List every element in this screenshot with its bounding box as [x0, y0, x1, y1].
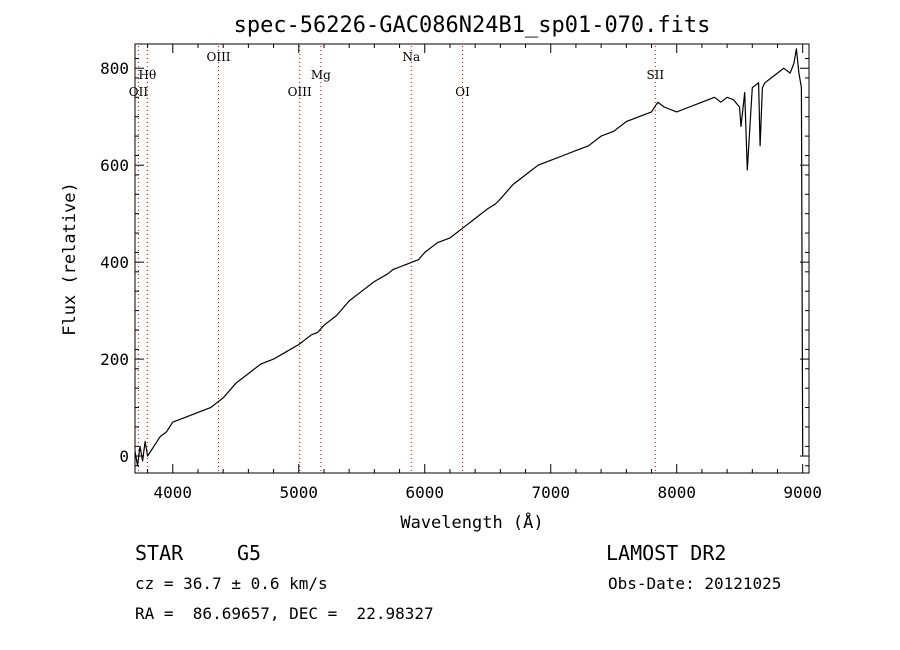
x-axis-label: Wavelength (Å) [400, 511, 543, 533]
observation-date: Obs-Date: 20121025 [608, 574, 782, 593]
x-tick-label: 8000 [657, 483, 696, 502]
y-tick-label: 0 [119, 447, 129, 466]
spectral-line-label: OIII [206, 50, 230, 64]
spectral-line-label: OIII [288, 85, 312, 99]
spectral-line-label: Hθ [138, 68, 156, 82]
y-tick-label: 200 [100, 350, 129, 369]
spectrum-line [134, 48, 804, 467]
spectral-line-label: Na [402, 50, 420, 64]
y-axis-label: Flux (relative) [60, 182, 80, 336]
object-subclass: G5 [237, 541, 262, 565]
spectral-line-label: OI [455, 85, 470, 99]
object-class: STAR [135, 541, 184, 565]
survey-name: LAMOST DR2 [606, 541, 727, 565]
spectral-line-markers: OII Hθ OIII OIII Mg Na OI SII [129, 46, 664, 473]
redshift-velocity: cz = 36.7 ± 0.6 km/s [135, 574, 328, 593]
x-tick-label: 9000 [783, 483, 822, 502]
y-tick-label: 600 [100, 156, 129, 175]
plot-frame [134, 43, 810, 474]
spectral-line-label: SII [646, 68, 664, 82]
x-tick-label: 5000 [280, 483, 319, 502]
x-tick-label: 4000 [154, 483, 193, 502]
y-tick-label: 800 [100, 59, 129, 78]
x-tick-label: 7000 [531, 483, 570, 502]
spectral-line-label: OII [129, 85, 149, 99]
chart-title: spec-56226-GAC086N24B1_sp01-070.fits [234, 13, 711, 38]
spectral-line-label: Mg [311, 68, 331, 82]
spectrum-series [134, 48, 804, 467]
axes: 4000 5000 6000 7000 8000 9000 0 200 400 600 800 [100, 44, 822, 502]
x-tick-label: 6000 [405, 483, 444, 502]
coordinates: RA = 86.69657, DEC = 22.98327 [135, 604, 434, 623]
y-tick-label: 400 [100, 253, 129, 272]
